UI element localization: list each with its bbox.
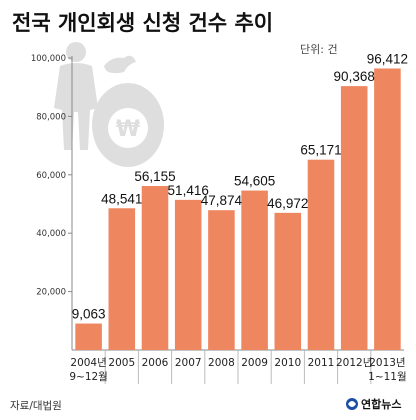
y-tick-label: 100,000 bbox=[31, 54, 66, 64]
bar bbox=[340, 86, 368, 351]
data-label: 46,972 bbox=[267, 196, 308, 211]
bar bbox=[108, 208, 136, 350]
x-tick-label: 2011 bbox=[308, 357, 335, 369]
x-tick-label: 2013년 bbox=[369, 357, 405, 369]
data-label: 51,416 bbox=[168, 183, 209, 198]
unit-label: 단위: 건 bbox=[300, 43, 338, 56]
data-label: 90,368 bbox=[334, 69, 375, 84]
chart-title: 전국 개인회생 신청 건수 추이 bbox=[12, 11, 273, 35]
source-label: 자료/대법원 bbox=[10, 400, 62, 412]
data-label: 47,874 bbox=[201, 193, 243, 208]
bar bbox=[141, 186, 169, 350]
y-tick-label: 60,000 bbox=[36, 171, 66, 181]
x-tick-label: 2006 bbox=[142, 357, 169, 369]
bar bbox=[174, 199, 202, 350]
bar bbox=[241, 190, 268, 350]
person-with-won-money-bag-icon: ₩ bbox=[54, 42, 164, 167]
yonhap-logo: 연합뉴스 bbox=[346, 397, 401, 411]
data-label: 65,171 bbox=[300, 143, 341, 158]
y-tick-label: 40,000 bbox=[36, 229, 66, 239]
x-tick-label: 2004년 bbox=[70, 357, 106, 369]
x-tick-label: 2005 bbox=[108, 357, 135, 369]
y-tick-label: 20,000 bbox=[36, 288, 66, 298]
data-label: 96,412 bbox=[367, 51, 408, 66]
y-tick-label: 80,000 bbox=[36, 112, 66, 122]
x-tick-label: 2007 bbox=[175, 357, 202, 369]
logo-text: 연합뉴스 bbox=[361, 397, 401, 411]
x-tick-label: 2012년 bbox=[336, 357, 372, 369]
bar bbox=[307, 159, 335, 350]
bar bbox=[75, 323, 102, 350]
data-label: 48,541 bbox=[101, 191, 142, 206]
data-label: 54,605 bbox=[234, 174, 275, 189]
svg-text:₩: ₩ bbox=[116, 117, 140, 142]
bars bbox=[75, 68, 401, 351]
bar bbox=[208, 210, 235, 350]
x-tick-label: 2008 bbox=[208, 357, 235, 369]
bar bbox=[374, 68, 401, 350]
data-label: 9,063 bbox=[72, 307, 106, 322]
x-tick-label: 2010 bbox=[274, 357, 301, 369]
y-tick-labels: 20,000 40,000 60,000 80,000 100,000 bbox=[31, 54, 66, 298]
data-label: 56,155 bbox=[134, 169, 175, 184]
x-tick-label: 9~12월 bbox=[69, 371, 108, 383]
x-tick-label: 2009 bbox=[241, 357, 268, 369]
bar bbox=[274, 212, 302, 350]
x-tick-label: 1~11월 bbox=[368, 371, 407, 383]
